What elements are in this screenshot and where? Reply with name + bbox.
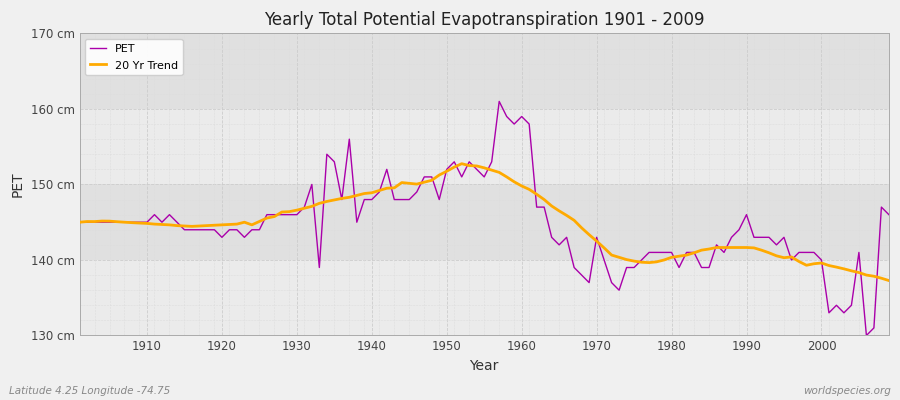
20 Yr Trend [456,161,467,166]
20 Yr Trend [517,184,527,188]
Bar [79,260,889,336]
Text: worldspecies.org: worldspecies.org [803,386,891,396]
20 Yr Trend [344,195,355,200]
20 Yr Trend [299,206,310,211]
PET [134,220,145,225]
PET [299,205,310,210]
Legend: PET, 20 Yr Trend: PET, 20 Yr Trend [86,39,183,75]
PET [884,212,895,217]
20 Yr Trend [884,278,895,283]
20 Yr Trend [614,255,625,260]
Text: Latitude 4.25 Longitude -74.75: Latitude 4.25 Longitude -74.75 [9,386,170,396]
Bar [79,184,889,260]
X-axis label: Year: Year [470,359,499,373]
Bar [79,109,889,184]
Line: PET: PET [79,102,889,336]
Y-axis label: PET: PET [11,172,25,197]
20 Yr Trend [524,187,535,192]
PET [524,122,535,126]
PET [614,288,625,292]
PET [74,220,85,225]
PET [517,114,527,119]
PET [344,137,355,142]
20 Yr Trend [134,221,145,226]
Line: 20 Yr Trend: 20 Yr Trend [79,164,889,280]
Bar [79,34,889,109]
Title: Yearly Total Potential Evapotranspiration 1901 - 2009: Yearly Total Potential Evapotranspiratio… [264,11,705,29]
20 Yr Trend [74,220,85,225]
PET [494,99,505,104]
PET [861,333,872,338]
